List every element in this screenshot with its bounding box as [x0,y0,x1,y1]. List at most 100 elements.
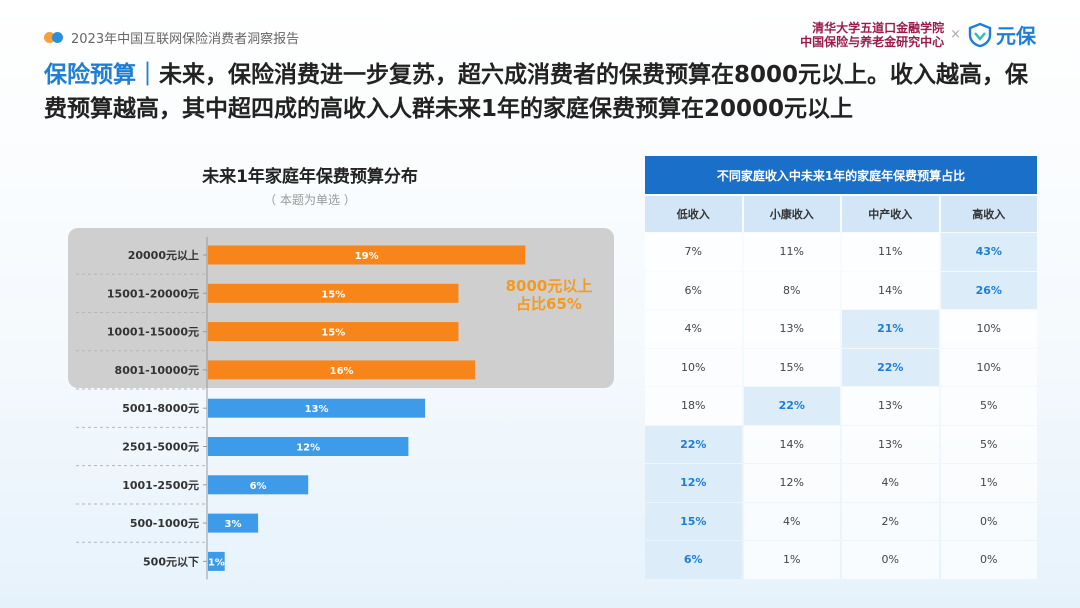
table-cell: 22% [743,387,840,425]
table-cell: 4% [645,310,742,348]
highlight-annotation: 8000元以上 占比65% [484,277,614,313]
headline-separator: ｜ [136,62,159,88]
shield-icon [968,22,992,47]
table-cell: 4% [842,464,939,502]
table-title: 不同家庭收入中未来1年的家庭年保费预算占比 [645,156,1037,194]
table-cell: 13% [842,425,939,463]
bar [208,513,259,533]
bar [208,475,309,495]
bar-value-label: 15% [321,289,345,300]
table-cell: 11% [743,233,840,271]
annotation-line-2: 占比65% [516,295,582,313]
bar-value-label: 15% [321,328,345,339]
table-cell: 1% [743,541,840,579]
bar [208,245,526,265]
table-cell: 12% [645,464,742,502]
table-cell: 4% [743,502,840,540]
table-cell: 15% [743,348,840,386]
chart-title: 未来1年家庭年保费预算分布 [202,167,418,187]
report-logo-dots [44,32,63,43]
annotation-line-1: 8000元以上 [505,277,593,295]
table-cell: 13% [743,310,840,348]
table-cell: 10% [645,348,742,386]
institution-name: 清华大学五道口金融学院 中国保险与养老金研究中心 [800,21,944,49]
bar-value-label: 16% [330,366,354,377]
bar-value-label: 3% [225,519,242,530]
table-cell: 14% [743,425,840,463]
blue-dot-icon [52,32,63,43]
table-cell: 1% [940,464,1037,502]
orange-dot-icon [44,32,55,43]
category-label: 15001-20000元 [107,287,199,300]
table-cell: 11% [842,233,939,271]
table-header-cell: 低收入 [645,196,742,232]
table-cell: 8% [743,271,840,309]
bar [208,360,476,380]
bar-value-label: 1% [208,557,225,568]
table-cell: 6% [645,271,742,309]
bar-chart: 20000元以上 19% 15001-20000元 15% 10001-15000元 15… [76,237,526,580]
brand-logo: 元保 [967,20,1036,49]
category-label: 500-1000元 [130,517,199,530]
table-row: 4% 13% 21% 10% [645,309,1037,348]
table-cell: 43% [940,233,1037,271]
table-cell: 14% [842,271,939,309]
table-cell: 22% [645,425,742,463]
table-header-cell: 小康收入 [743,196,840,232]
headline-keyword: 保险预算 [44,62,136,88]
table-row: 7% 11% 11% 43% [645,232,1037,271]
table-cell: 6% [645,541,742,579]
bar-value-label: 19% [355,251,379,262]
report-name: 2023年中国互联网保险消费者洞察报告 [71,32,300,47]
table-cell: 0% [842,541,939,579]
bar-value-label: 13% [305,404,329,415]
institution-line-1: 清华大学五道口金融学院 [812,20,945,35]
table-cell: 10% [940,310,1037,348]
table-row: 18% 22% 13% 5% [645,386,1037,425]
table-row: 15% 4% 2% 0% [645,502,1037,540]
table-row: 22% 14% 13% 5% [645,425,1037,463]
table-row: 12% 12% 4% 1% [645,463,1037,502]
table-header-row: 低收入 小康收入 中产收入 高收入 [645,194,1037,232]
bar-value-label: 12% [296,443,320,454]
table-row: 10% 15% 22% 10% [645,348,1037,386]
category-label: 20000元以上 [128,248,199,262]
category-label: 8001-10000元 [115,364,199,377]
category-label: 500元以下 [143,555,199,568]
table-cell: 22% [842,348,939,386]
table-cell: 0% [940,541,1037,579]
table-row: 6% 8% 14% 26% [645,271,1037,309]
brand-name: 元保 [996,24,1036,48]
table-cell: 10% [940,348,1037,386]
page-headline: 保险预算｜未来，保险消费进一步复苏，超六成消费者的保费预算在8000元以上。收入… [44,58,1044,126]
table-cell: 13% [842,387,939,425]
table-cell: 15% [645,502,742,540]
category-label: 10001-15000元 [107,326,199,339]
headline-text: 未来，保险消费进一步复苏，超六成消费者的保费预算在8000元以上。收入越高，保费… [44,62,1029,122]
category-label: 5001-8000元 [122,402,199,415]
report-header: 2023年中国互联网保险消费者洞察报告 [44,28,299,47]
table-header-cell: 中产收入 [842,196,939,232]
table-header-cell: 高收入 [940,196,1037,232]
partner-logos: 清华大学五道口金融学院 中国保险与养老金研究中心 × 元保 [800,20,1036,49]
bar [208,551,225,571]
chart-subtitle: （ 本题为单选 ） [264,193,356,207]
table-cell: 0% [940,502,1037,540]
table-cell: 26% [940,271,1037,309]
table-cell: 5% [940,425,1037,463]
bar [208,322,459,342]
table-cell: 21% [842,310,939,348]
income-budget-table: 不同家庭收入中未来1年的家庭年保费预算占比 低收入 小康收入 中产收入 高收入 … [645,156,1037,579]
bar-value-label: 6% [250,481,267,492]
category-label: 1001-2500元 [122,479,199,492]
bar [208,398,426,418]
times-symbol: × [950,27,961,42]
institution-line-2: 中国保险与养老金研究中心 [800,34,945,49]
table-row: 6% 1% 0% 0% [645,540,1037,579]
table-cell: 7% [645,233,742,271]
category-label: 2501-5000元 [122,441,199,454]
table-cell: 12% [743,464,840,502]
table-cell: 2% [842,502,939,540]
table-body: 7% 11% 11% 43% 6% 8% 14% 26% 4% 13% 21% 10% 10% 15% 22… [645,232,1037,579]
bar [208,283,459,303]
